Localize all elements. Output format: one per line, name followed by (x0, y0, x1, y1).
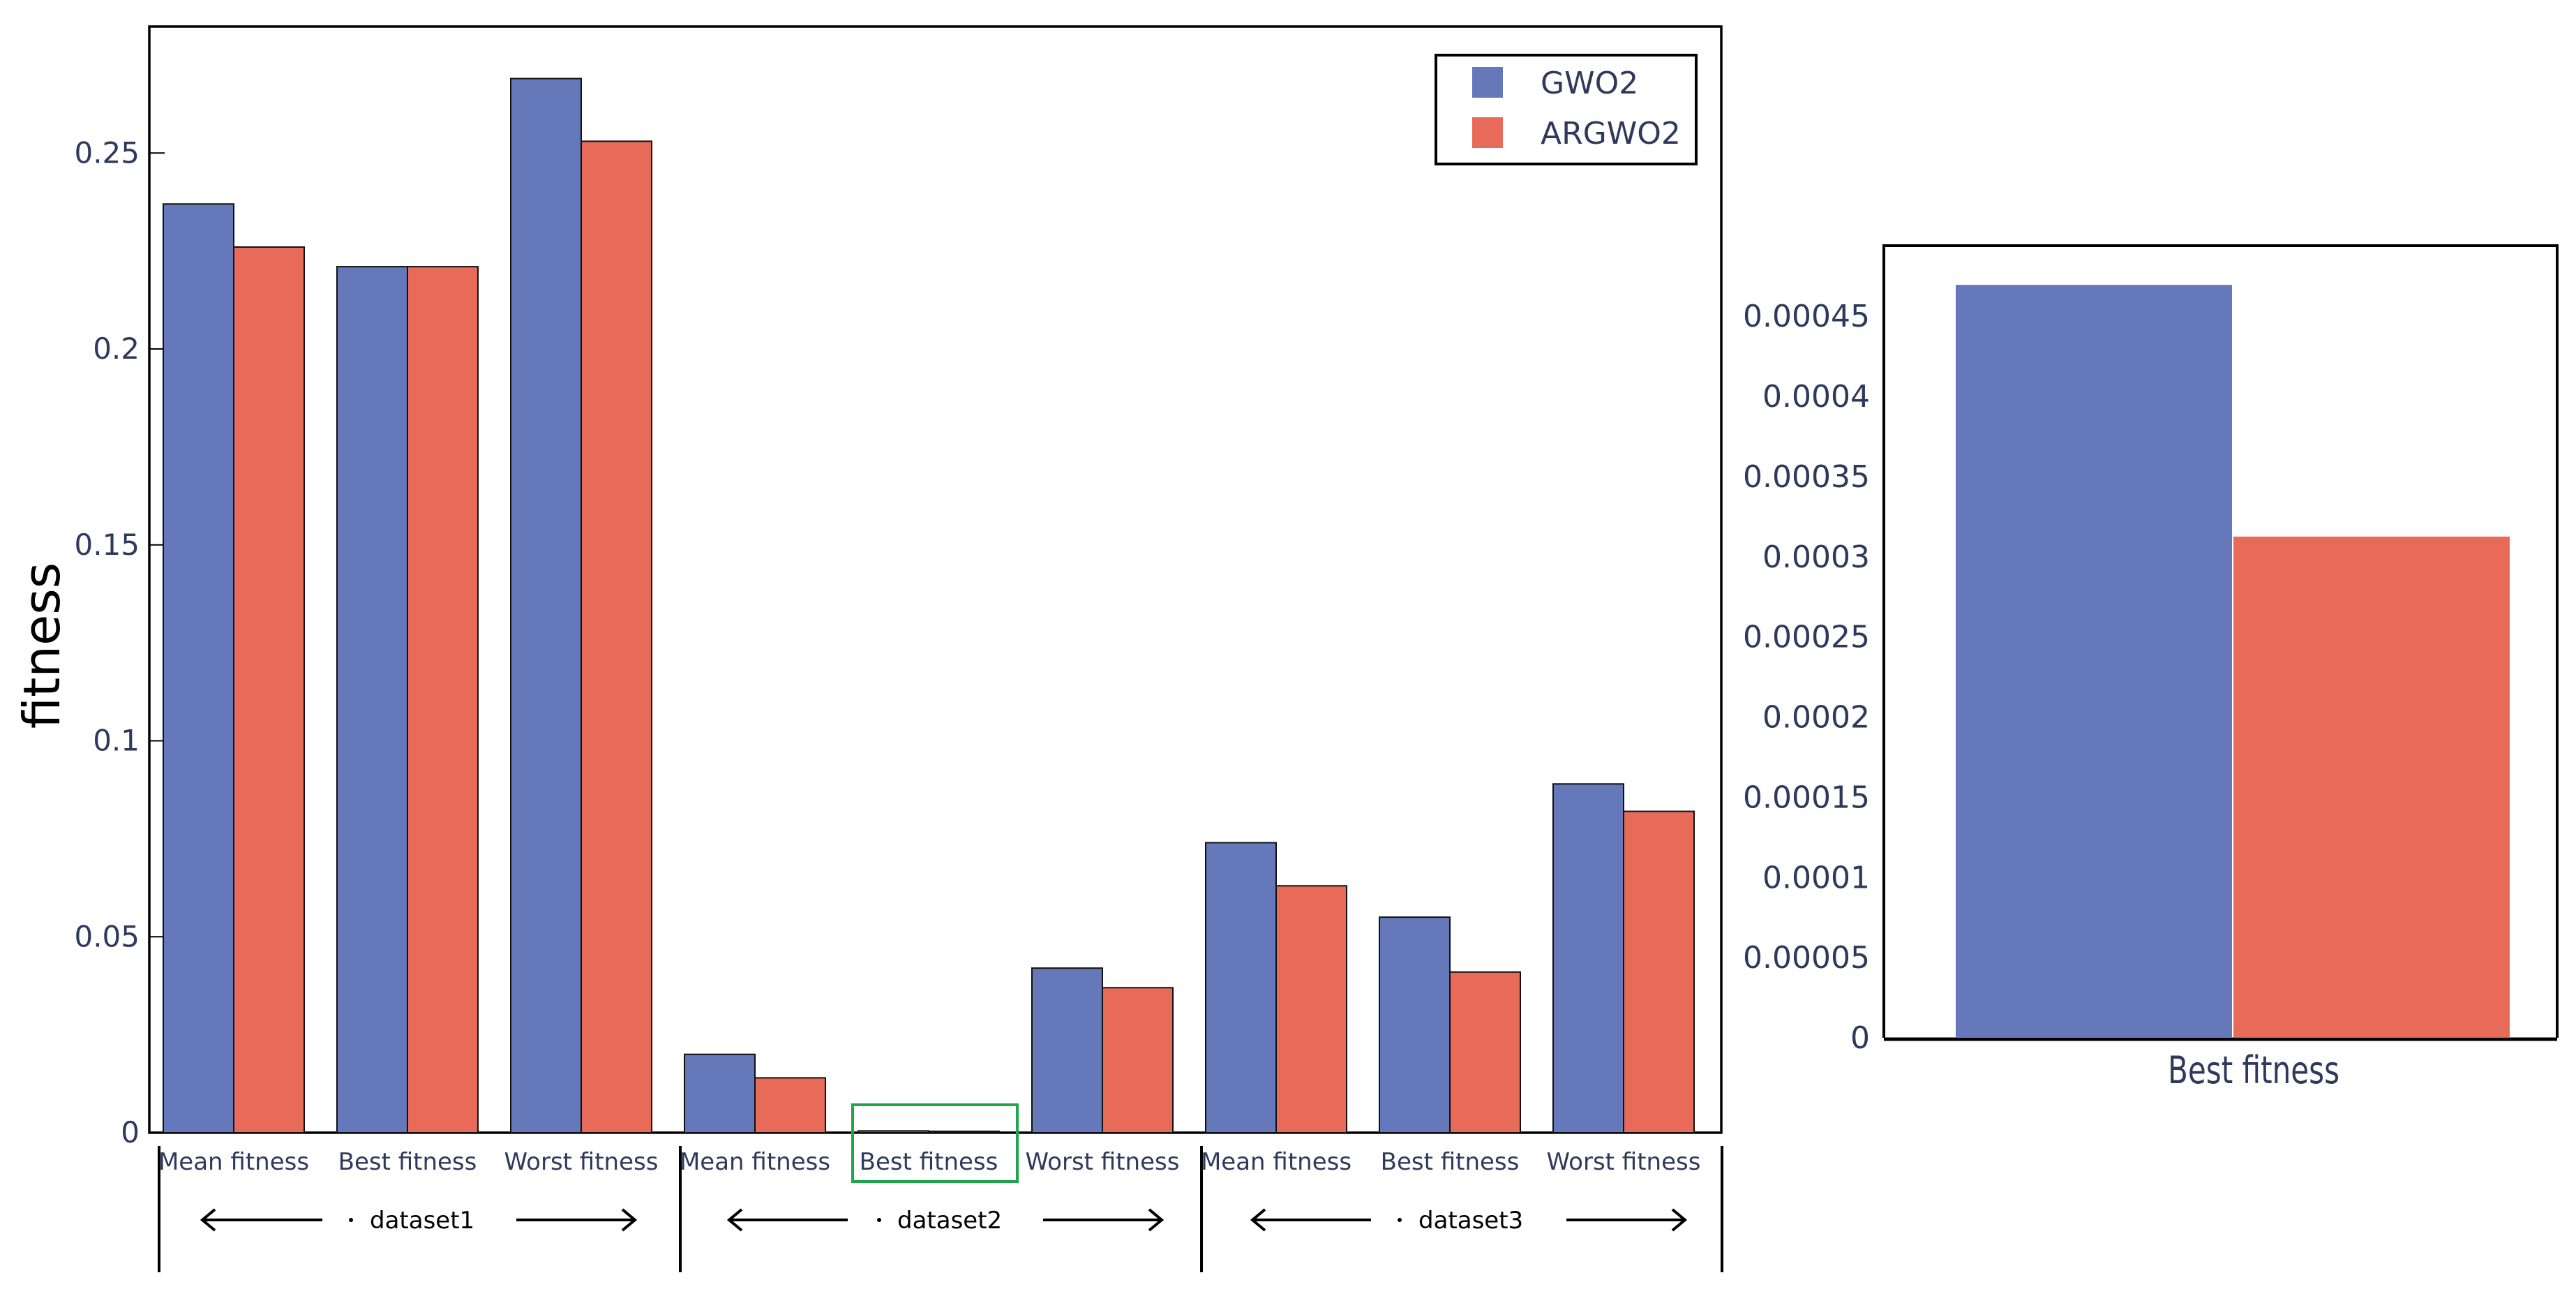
inset-y-tick-label: 0.0001 (1762, 860, 1870, 895)
dataset3-label-group: dataset3 (1250, 1207, 1688, 1235)
dot-marker (877, 1218, 881, 1222)
legend-label-argwo2: ARGWO2 (1541, 116, 1681, 151)
legend-swatch-gwo2 (1472, 67, 1503, 98)
y-axis-label: fitness (13, 563, 71, 729)
bar-gwo2-2 (336, 266, 408, 1134)
bar-argwo2-8 (1449, 971, 1521, 1134)
dataset1-label-group: dataset1 (200, 1207, 638, 1235)
bar-argwo2-1 (233, 246, 305, 1133)
right-arrow-head (621, 1208, 638, 1232)
left-arrow-head (726, 1208, 743, 1232)
bar-gwo2-3 (510, 77, 582, 1134)
inset-y-tick-label: 0.00005 (1743, 940, 1870, 976)
highlight-box (851, 1103, 1019, 1183)
bar-gwo2-5 (858, 1130, 929, 1134)
inset-category-label: Best fitness (2168, 1048, 2339, 1092)
dot-marker (1398, 1218, 1402, 1222)
inset-y-tick-label: 0.0004 (1762, 379, 1870, 415)
bar-gwo2-7 (1205, 842, 1277, 1133)
bar-argwo2-9 (1623, 810, 1695, 1133)
x-category-label: Best fitness (860, 1148, 998, 1176)
dataset3-label: dataset3 (1418, 1207, 1523, 1235)
dataset1-label: dataset1 (370, 1207, 474, 1235)
bar-gwo2-9 (1552, 783, 1624, 1133)
inset-y-tick-label: 0.00015 (1743, 780, 1870, 815)
dataset2-label: dataset2 (897, 1207, 1002, 1235)
inset-y-tick-label: 0 (1850, 1020, 1870, 1056)
dot-marker (349, 1218, 353, 1222)
bar-argwo2-2 (407, 266, 479, 1134)
y-tick-label: 0.25 (74, 135, 140, 170)
left-arrow-head (1250, 1208, 1266, 1232)
bar-argwo2-4 (754, 1077, 826, 1134)
y-tick-label: 0.15 (74, 528, 140, 562)
x-category-label: Worst fitness (1547, 1148, 1701, 1176)
bar-gwo2-6 (1031, 967, 1103, 1134)
legend-label-gwo2: GWO2 (1541, 66, 1638, 101)
inset-y-tick-label: 0.00025 (1743, 620, 1870, 655)
legend: GWO2 ARGWO2 (1435, 54, 1698, 165)
x-category-label: Worst fitness (504, 1148, 659, 1176)
inset-y-tick-label: 0.00035 (1743, 459, 1870, 495)
bar-gwo2-4 (684, 1053, 756, 1133)
y-tick-label: 0 (121, 1115, 140, 1149)
y-tick-label: 0.2 (93, 332, 140, 366)
inset-bar-argwo2 (2232, 535, 2511, 1038)
x-category-label: Best fitness (1381, 1148, 1520, 1176)
inset-y-tick-label: 0.0002 (1762, 700, 1870, 736)
inset-y-tick-label: 0.0003 (1762, 539, 1870, 575)
x-category-label: Mean fitness (1201, 1148, 1351, 1176)
bar-gwo2-8 (1379, 916, 1451, 1134)
bar-argwo2-6 (1102, 987, 1174, 1133)
bar-argwo2-3 (581, 140, 652, 1133)
bar-argwo2-7 (1275, 885, 1347, 1133)
bar-argwo2-5 (928, 1131, 1000, 1133)
legend-swatch-argwo2 (1472, 117, 1503, 148)
right-arrow-head (1148, 1208, 1165, 1232)
inset-bar-gwo2 (1954, 283, 2233, 1038)
dataset-group-annotations: dataset1 dataset2 dataset3 (158, 1146, 1723, 1272)
left-arrow-head (200, 1208, 216, 1232)
x-category-label: Best fitness (338, 1148, 477, 1176)
y-tick-label: 0.1 (93, 724, 140, 758)
x-category-label: Worst fitness (1026, 1148, 1180, 1176)
bar-gwo2-1 (163, 203, 234, 1133)
inset-frame (1882, 244, 2559, 1038)
inset-y-tick-label: 0.00045 (1743, 299, 1870, 334)
inset-zoom-chart: 0 0.00005 0.0001 0.00015 0.0002 0.00025 0.0003… (1743, 244, 2559, 1092)
x-category-label: Mean fitness (680, 1148, 830, 1176)
y-tick-label: 0.05 (74, 919, 140, 953)
right-arrow-head (1671, 1208, 1688, 1232)
dataset2-label-group: dataset2 (726, 1207, 1165, 1235)
x-category-label: Mean fitness (158, 1148, 309, 1176)
main-bar-chart: 0 0.05 0.1 0.15 0.2 0.25 Mean fitness Best fit… (13, 25, 1723, 1272)
